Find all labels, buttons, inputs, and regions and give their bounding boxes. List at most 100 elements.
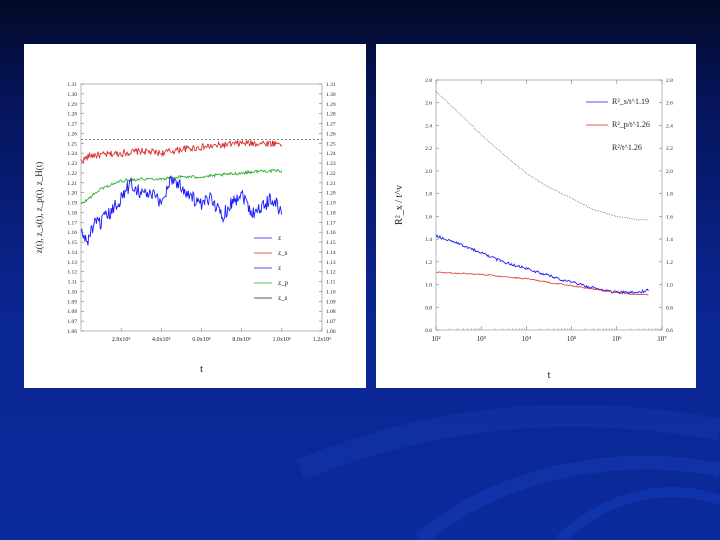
y-tick-label-right: 1.24 xyxy=(326,151,336,157)
y-tick-label-left: 2.2 xyxy=(425,146,432,152)
y-tick-label-left: 1.13 xyxy=(67,260,77,266)
y-tick-label-left: 1.8 xyxy=(425,192,432,198)
chart-left: 1.06 1.06 1.07 1.07 1.08 1.08 1.09 1.09 1.10 1.10… xyxy=(34,82,336,375)
y-tick-label-left: 1.26 xyxy=(67,131,77,137)
y-tick-label-left: 1.10 xyxy=(67,289,77,295)
y-tick-label-left: 1.15 xyxy=(67,240,77,246)
y-tick-label-left: 1.0 xyxy=(425,283,432,289)
y-tick-label-right: 0.6 xyxy=(666,328,673,334)
y-tick-label-right: 1.22 xyxy=(326,171,336,177)
y-tick-label-right: 1.17 xyxy=(326,220,336,226)
series-line-1 xyxy=(435,234,649,295)
y-tick-label-left: 1.06 xyxy=(67,329,77,335)
y-tick-label-left: 1.22 xyxy=(67,171,77,177)
y-tick-label-left: 1.18 xyxy=(67,210,77,216)
y-tick-label-left: 1.09 xyxy=(67,299,77,305)
y-tick-label-left: 1.25 xyxy=(67,141,77,147)
y-tick-label-right: 1.06 xyxy=(326,329,336,335)
y-tick-label-right: 1.31 xyxy=(326,82,336,88)
x-tick-label: 10⁴ xyxy=(522,335,532,343)
y-tick-label-right: 1.13 xyxy=(326,260,336,266)
y-tick-label-right: 1.27 xyxy=(326,122,336,128)
chart-right: 0.6 0.6 0.8 0.8 1.0 1.0 1.2 1.2 1.4 1.4 1.6 1.6 1.8 1… xyxy=(394,78,673,381)
y-tick-label-left: 1.08 xyxy=(67,309,77,315)
y-tick-label-right: 2.4 xyxy=(666,123,673,129)
y-tick-label-right: 1.16 xyxy=(326,230,336,236)
y-tick-label-left: 2.0 xyxy=(425,169,432,175)
y-tick-label-left: 1.29 xyxy=(67,102,77,108)
y-tick-label-left: 1.31 xyxy=(67,82,77,88)
x-tick-label: 10⁶ xyxy=(612,335,622,343)
plot-frame xyxy=(435,79,663,331)
y-tick-label-left: 1.4 xyxy=(425,237,432,243)
y-tick-label-right: 1.08 xyxy=(326,309,336,315)
y-tick-label-right: 2.6 xyxy=(666,101,673,107)
legend-label: R²_p/t^1.26 xyxy=(612,120,650,129)
y-tick-label-right: 1.09 xyxy=(326,299,336,305)
y-tick-label-left: 1.28 xyxy=(67,112,77,118)
y-tick-label-right: 2.8 xyxy=(666,78,673,84)
y-tick-label-right: 1.4 xyxy=(666,237,673,243)
series-line-0 xyxy=(80,139,283,164)
y-tick-label-right: 1.14 xyxy=(326,250,336,256)
y-axis-label: R²_x / t^v xyxy=(394,185,405,225)
y-tick-label-left: 1.23 xyxy=(67,161,77,167)
y-tick-label-right: 1.28 xyxy=(326,112,336,118)
y-tick-label-right: 1.11 xyxy=(326,280,336,286)
x-tick-label: 1.2x10⁶ xyxy=(313,337,332,343)
legend-label: R²/t^1.26 xyxy=(612,143,642,152)
y-tick-label-right: 1.15 xyxy=(326,240,336,246)
x-tick-label: 10⁵ xyxy=(567,335,577,343)
legend-label: z_s xyxy=(278,249,288,257)
y-tick-label-left: 1.07 xyxy=(67,319,77,325)
y-tick-label-left: 1.6 xyxy=(425,214,432,220)
series-line-2 xyxy=(436,271,649,296)
y-tick-label-right: 1.30 xyxy=(326,92,336,98)
x-tick-label: 6.0x10⁵ xyxy=(192,337,211,343)
y-tick-label-right: 1.29 xyxy=(326,102,336,108)
series-line-1 xyxy=(80,168,283,205)
y-tick-label-right: 1.12 xyxy=(326,270,336,276)
x-axis-label: t xyxy=(547,369,550,381)
y-tick-label-right: 1.2 xyxy=(666,260,673,266)
y-tick-label-left: 1.19 xyxy=(67,201,77,207)
y-tick-label-right: 1.26 xyxy=(326,131,336,137)
y-tick-label-right: 1.20 xyxy=(326,191,336,197)
x-tick-label: 10³ xyxy=(477,335,486,343)
legend-label: z_p xyxy=(278,279,289,287)
x-tick-label: 10⁷ xyxy=(657,335,667,343)
y-tick-label-left: 1.14 xyxy=(67,250,77,256)
x-tick-label: 4.0x10⁵ xyxy=(152,337,171,343)
y-tick-label-right: 1.18 xyxy=(326,210,336,216)
x-tick-label: 8.0x10⁵ xyxy=(232,337,251,343)
chart-panel-right: 0.6 0.6 0.8 0.8 1.0 1.0 1.2 1.2 1.4 1.4 1.6 1.6 1.8 1… xyxy=(376,44,696,388)
y-tick-label-left: 1.21 xyxy=(67,181,77,187)
y-tick-label-left: 2.8 xyxy=(425,78,432,84)
x-tick-label: 1.0x10⁶ xyxy=(273,337,292,343)
y-tick-label-right: 1.23 xyxy=(326,161,336,167)
y-tick-label-right: 2.2 xyxy=(666,146,673,152)
y-tick-label-left: 2.4 xyxy=(425,123,432,129)
chart-panel-left: 1.06 1.06 1.07 1.07 1.08 1.08 1.09 1.09 1.10 1.10… xyxy=(24,44,366,388)
y-tick-label-left: 0.6 xyxy=(425,328,432,334)
legend-label: z xyxy=(278,264,281,272)
legend-label: z_s xyxy=(278,294,288,302)
legend-label: z xyxy=(278,234,281,242)
y-tick-label-right: 2.0 xyxy=(666,169,673,175)
x-axis-label: t xyxy=(200,363,203,375)
y-tick-label-left: 1.27 xyxy=(67,122,77,128)
y-tick-label-left: 1.30 xyxy=(67,92,77,98)
y-tick-label-left: 1.2 xyxy=(425,260,432,266)
y-tick-label-left: 2.6 xyxy=(425,101,432,107)
legend-label: R²_s/t^1.19 xyxy=(612,97,649,106)
x-tick-label: 2.0x10⁵ xyxy=(112,337,131,343)
series-line-0 xyxy=(435,90,649,221)
y-tick-label-right: 1.10 xyxy=(326,289,336,295)
x-tick-label: 10² xyxy=(431,335,440,343)
y-tick-label-right: 0.8 xyxy=(666,305,673,311)
y-tick-label-left: 1.20 xyxy=(67,191,77,197)
series-line-2 xyxy=(80,175,283,246)
y-tick-label-right: 1.8 xyxy=(666,192,673,198)
y-tick-label-right: 1.25 xyxy=(326,141,336,147)
